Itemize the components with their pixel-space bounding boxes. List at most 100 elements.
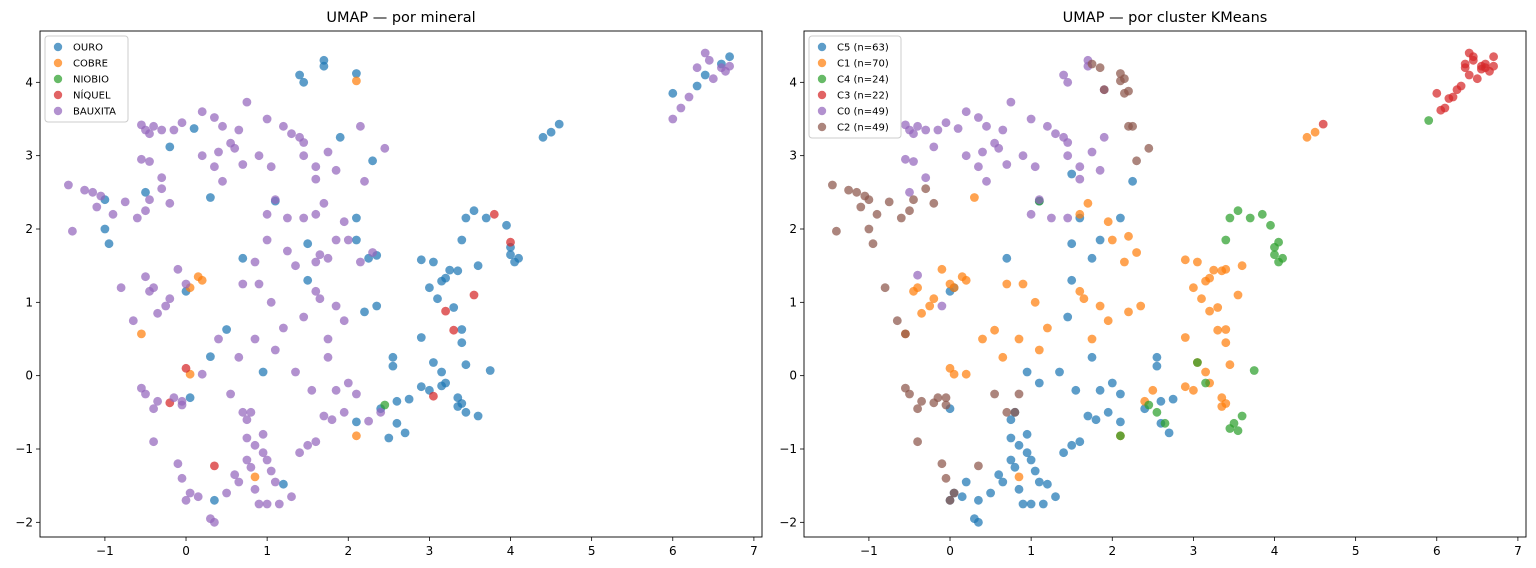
data-point [828, 180, 837, 190]
data-point [1059, 70, 1068, 80]
data-point [453, 402, 463, 411]
data-point [250, 440, 260, 450]
data-point [1026, 114, 1036, 124]
x-tick-label: 5 [588, 544, 596, 558]
data-point [1099, 85, 1109, 95]
legend-marker [817, 74, 827, 84]
data-point [684, 92, 694, 102]
data-point [279, 121, 288, 131]
data-point [1460, 59, 1470, 69]
data-point [546, 127, 556, 137]
data-point [311, 209, 321, 219]
data-point [856, 202, 866, 212]
data-point [262, 455, 272, 465]
data-point [1006, 433, 1016, 443]
data-point [441, 273, 450, 283]
data-point [331, 165, 341, 175]
data-point [1034, 345, 1044, 355]
data-point [1030, 466, 1040, 476]
data-point [668, 114, 678, 124]
data-point [364, 416, 373, 426]
data-point [913, 121, 922, 131]
data-point [274, 499, 284, 509]
data-point [1075, 162, 1085, 172]
data-point [925, 301, 935, 311]
scatter-points [828, 48, 1498, 527]
data-point [1278, 253, 1287, 263]
data-point [185, 488, 195, 498]
data-point [982, 121, 991, 131]
data-point [901, 383, 910, 393]
data-point [961, 275, 971, 285]
data-point [1152, 352, 1162, 362]
data-point [1075, 174, 1085, 184]
data-point [913, 404, 922, 414]
data-point [941, 400, 951, 410]
data-point [1002, 279, 1012, 289]
data-point [376, 407, 386, 417]
data-point [254, 499, 264, 509]
data-point [339, 407, 349, 417]
data-point [1051, 492, 1060, 502]
data-point [206, 193, 215, 202]
data-point [929, 198, 939, 208]
data-point [1002, 407, 1012, 417]
data-point [445, 265, 455, 275]
data-point [372, 301, 382, 311]
data-point [206, 352, 215, 361]
data-point [242, 97, 252, 107]
data-point [270, 195, 280, 205]
data-point [970, 193, 979, 202]
data-point [1095, 301, 1105, 311]
legend-box [808, 35, 902, 139]
data-point [323, 253, 333, 263]
data-point [250, 334, 260, 344]
data-point [974, 162, 983, 172]
data-point [1071, 385, 1081, 395]
data-point [909, 195, 918, 205]
legend-label: C3 (n=22) [837, 91, 889, 102]
x-tick-label: 7 [750, 544, 758, 558]
data-point [1477, 64, 1486, 74]
data-point [1444, 94, 1454, 103]
data-point [210, 495, 219, 505]
data-point [1010, 407, 1020, 417]
data-point [982, 176, 991, 186]
data-point [1087, 147, 1097, 157]
data-point [1107, 235, 1117, 245]
legend-label: C2 (n=49) [837, 123, 889, 134]
scatter-points [64, 48, 734, 527]
data-point [1103, 407, 1113, 417]
data-point [1152, 407, 1162, 417]
x-tick-label: −1 [860, 544, 878, 558]
data-point [368, 248, 377, 257]
data-point [291, 261, 300, 271]
data-point [1168, 394, 1178, 404]
data-point [1136, 301, 1146, 311]
data-point [1014, 440, 1024, 450]
data-point [941, 473, 951, 483]
data-point [461, 360, 471, 370]
y-tick-label: 2 [789, 222, 797, 236]
data-point [1148, 385, 1158, 395]
data-point [323, 147, 333, 157]
data-point [323, 334, 333, 344]
data-point [392, 418, 402, 428]
data-point [388, 352, 398, 362]
data-point [1160, 418, 1170, 428]
y-tick-label: 4 [789, 75, 797, 89]
data-point [489, 209, 499, 219]
data-point [141, 272, 150, 282]
data-point [461, 407, 471, 417]
data-point [1006, 97, 1016, 107]
data-point [230, 470, 240, 480]
chart-panel-cluster: UMAP — por cluster KMeans −1 0 1 2 3 4 5 6 7−2−1… [779, 10, 1527, 558]
data-point [1124, 231, 1133, 241]
data-point [1043, 121, 1052, 131]
data-point [1063, 312, 1073, 322]
data-point [153, 308, 163, 318]
data-point [331, 301, 341, 311]
data-point [384, 433, 394, 443]
data-point [266, 162, 276, 172]
data-point [692, 63, 702, 73]
